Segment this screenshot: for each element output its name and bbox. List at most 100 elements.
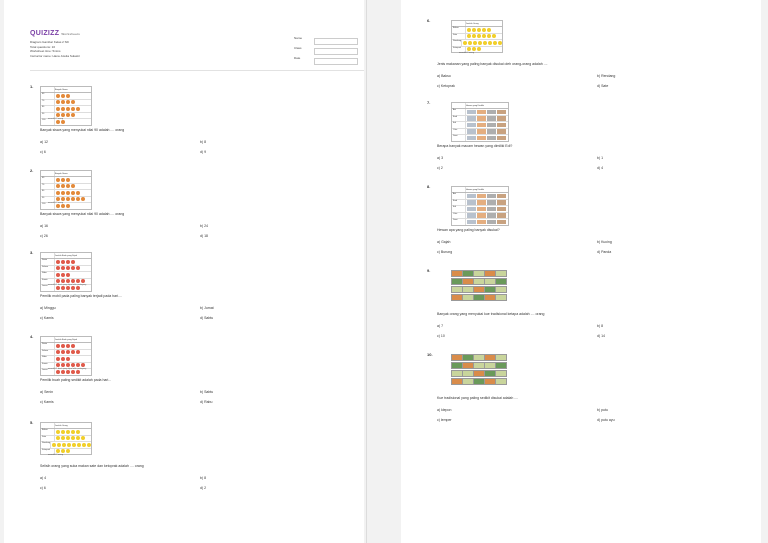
picture-icon bbox=[61, 343, 65, 348]
picture-icon bbox=[71, 363, 75, 368]
answer-option[interactable]: b) Kucing bbox=[597, 240, 612, 244]
chart-row: Senin bbox=[41, 343, 91, 350]
answer-option[interactable]: a) Minggu bbox=[40, 306, 56, 310]
answer-option[interactable]: c) 6 bbox=[40, 486, 46, 490]
date-field[interactable]: Date bbox=[294, 56, 358, 66]
row-pictures bbox=[466, 109, 506, 114]
answer-option[interactable]: d) Rabu bbox=[200, 400, 213, 404]
name-field[interactable]: Name bbox=[294, 36, 358, 46]
chart-row: Ketoprak bbox=[452, 46, 502, 52]
chart-title: Banyak Siswa bbox=[55, 172, 68, 175]
picture-icon bbox=[61, 266, 65, 271]
picture-icon bbox=[56, 449, 60, 454]
answer-option[interactable]: b) 8 bbox=[597, 324, 604, 328]
answer-option[interactable]: a) 7 bbox=[437, 324, 444, 328]
question-text: Berapa banyak macam hewan yang dimiliki … bbox=[437, 144, 513, 148]
chart-row: 70 bbox=[41, 183, 91, 190]
chart-row: Ani bbox=[452, 109, 508, 116]
kue-grid bbox=[451, 270, 507, 301]
animal-icon bbox=[477, 135, 486, 140]
answer-option[interactable]: a) Bakso bbox=[437, 74, 451, 78]
answer-option[interactable]: c) lemper bbox=[437, 418, 452, 422]
pictogram-chart: Jumlah Buah yang Dijual Senin Selasa Rabu Ka… bbox=[40, 252, 92, 292]
answer-option[interactable]: c) 2 bbox=[437, 166, 443, 170]
answer-option[interactable]: d) Panda bbox=[597, 250, 612, 254]
row-pictures bbox=[55, 190, 80, 195]
answer-option[interactable]: d) Sate bbox=[597, 84, 609, 88]
answer-option[interactable]: b) Sabtu bbox=[200, 390, 214, 394]
answer-option[interactable]: b) 8 bbox=[200, 476, 207, 480]
question-item: 7. Hewan yang Dimiliki Ani Budi Edi Citra Dewi… bbox=[427, 100, 757, 176]
chart-header-label bbox=[41, 253, 55, 258]
chart-row: Citra bbox=[452, 128, 508, 135]
picture-icon bbox=[66, 190, 70, 195]
answer-option[interactable]: b) 8 bbox=[200, 140, 207, 144]
answer-option[interactable]: a) 12 bbox=[40, 140, 48, 144]
row-pictures bbox=[55, 285, 80, 290]
question-number: 5. bbox=[30, 420, 34, 425]
picture-icon bbox=[56, 369, 60, 374]
class-field[interactable]: Class bbox=[294, 46, 358, 56]
answer-option[interactable]: c) 6 bbox=[40, 150, 46, 154]
answer-option[interactable]: a) 4 bbox=[40, 476, 47, 480]
answer-option[interactable]: d) Sabtu bbox=[200, 316, 214, 320]
answer-option[interactable]: c) Burung bbox=[437, 250, 453, 254]
answer-option[interactable]: d) 4 bbox=[597, 166, 604, 170]
row-label: 70 bbox=[41, 99, 55, 105]
question-number: 7. bbox=[427, 100, 431, 105]
chart-row: Selasa bbox=[41, 349, 91, 356]
picture-icon bbox=[56, 190, 60, 195]
row-pictures bbox=[55, 197, 85, 202]
question-number: 8. bbox=[427, 184, 431, 189]
animal-icon bbox=[497, 200, 506, 205]
picture-icon bbox=[61, 100, 65, 105]
answer-option[interactable]: b) putu bbox=[597, 408, 608, 412]
answer-option[interactable]: a) klepon bbox=[437, 408, 452, 412]
row-label: Bakso bbox=[41, 429, 55, 435]
chart-header-label bbox=[452, 103, 466, 108]
row-label: Jumat bbox=[41, 369, 55, 375]
question-item: 8. Hewan yang Dimiliki Ani Budi Edi Citra Dewi… bbox=[427, 184, 757, 260]
row-pictures bbox=[55, 449, 70, 454]
picture-icon bbox=[71, 184, 75, 189]
question-number: 1. bbox=[30, 84, 34, 89]
picture-icon bbox=[56, 436, 60, 441]
animal-icon bbox=[487, 135, 496, 140]
picture-icon bbox=[66, 449, 70, 454]
picture-icon bbox=[56, 113, 60, 118]
chart-row: Senin bbox=[41, 259, 91, 266]
answer-option[interactable]: d) 14 bbox=[597, 334, 605, 338]
chart-row: Budi bbox=[452, 115, 508, 122]
answer-option[interactable]: c) 10 bbox=[437, 334, 445, 338]
answer-option[interactable]: b) Rendang bbox=[597, 74, 616, 78]
answer-option[interactable]: d) 2 bbox=[200, 486, 207, 490]
answer-option[interactable]: a) 16 bbox=[40, 224, 48, 228]
answer-option[interactable]: b) Jumat bbox=[200, 306, 214, 310]
answer-option[interactable]: b) 1 bbox=[597, 156, 604, 160]
answer-option[interactable]: d) putu ayu bbox=[597, 418, 615, 422]
chart-row: 60 bbox=[41, 93, 91, 100]
answer-option[interactable]: a) Gajah bbox=[437, 240, 451, 244]
chart-header-label bbox=[41, 171, 55, 176]
question-text: Jenis makanan yang paling banyak disukai… bbox=[437, 62, 548, 66]
row-label: Selasa bbox=[41, 349, 55, 355]
row-pictures bbox=[466, 116, 506, 121]
animal-icon bbox=[477, 213, 486, 218]
answer-option[interactable]: b) 24 bbox=[200, 224, 208, 228]
row-label: Kamis bbox=[41, 362, 55, 368]
row-pictures bbox=[466, 219, 506, 224]
answer-option[interactable]: d) 9 bbox=[200, 150, 207, 154]
answer-option[interactable]: a) Senin bbox=[40, 390, 54, 394]
answer-option[interactable]: a) 3 bbox=[437, 156, 444, 160]
kue-icon bbox=[495, 362, 507, 369]
answer-option[interactable]: c) 26 bbox=[40, 234, 48, 238]
answer-option[interactable]: c) Kamis bbox=[40, 400, 54, 404]
animal-icon bbox=[467, 213, 476, 218]
animal-icon bbox=[467, 116, 476, 121]
chart-legend: mewakili 1 buah yang dijual oleh pedagan… bbox=[48, 284, 87, 286]
answer-option[interactable]: c) Kamis bbox=[40, 316, 54, 320]
picture-icon bbox=[61, 197, 65, 202]
answer-option[interactable]: c) Ketoprak bbox=[437, 84, 455, 88]
picture-icon bbox=[61, 113, 65, 118]
answer-option[interactable]: d) 18 bbox=[200, 234, 208, 238]
